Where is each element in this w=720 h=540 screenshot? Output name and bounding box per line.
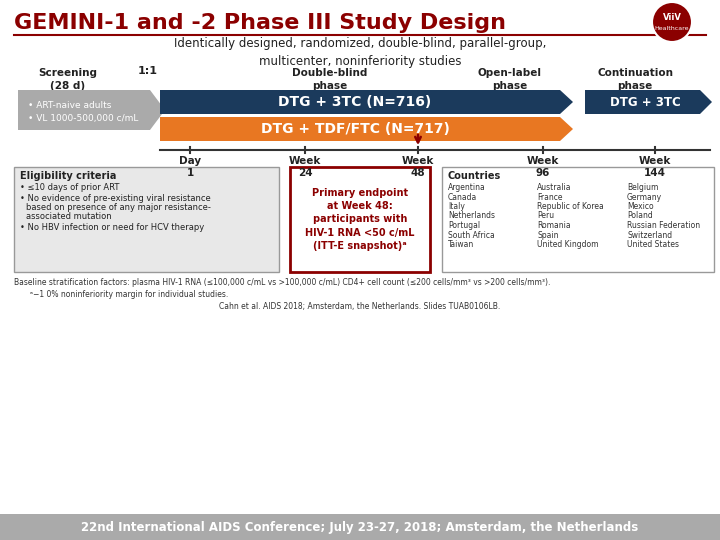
Text: DTG + 3TC (N=716): DTG + 3TC (N=716) — [279, 95, 431, 109]
Text: Open-label
phase: Open-label phase — [478, 68, 542, 91]
Text: Week
48: Week 48 — [402, 156, 434, 178]
Text: 22nd International AIDS Conference; July 23-27, 2018; Amsterdam, the Netherlands: 22nd International AIDS Conference; July… — [81, 521, 639, 534]
Text: Eligibility criteria: Eligibility criteria — [20, 171, 117, 181]
Text: Mexico: Mexico — [627, 202, 654, 211]
Text: Poland: Poland — [627, 212, 653, 220]
Text: Day
1: Day 1 — [179, 156, 201, 178]
FancyBboxPatch shape — [14, 167, 279, 272]
Text: DTG + TDF/FTC (N=717): DTG + TDF/FTC (N=717) — [261, 122, 449, 136]
Text: Russian Federation: Russian Federation — [627, 221, 700, 230]
Text: Argentina: Argentina — [448, 183, 486, 192]
Text: Spain: Spain — [537, 231, 559, 240]
Text: Portugal: Portugal — [448, 221, 480, 230]
Text: • VL 1000-500,000 c/mL: • VL 1000-500,000 c/mL — [28, 113, 138, 123]
Text: Primary endpoint
at Week 48:
participants with
HIV-1 RNA <50 c/mL
(ITT-E snapsho: Primary endpoint at Week 48: participant… — [305, 188, 415, 251]
Text: Republic of Korea: Republic of Korea — [537, 202, 604, 211]
Text: associated mutation: associated mutation — [26, 212, 112, 221]
Text: • ≤10 days of prior ART: • ≤10 days of prior ART — [20, 183, 120, 192]
Text: 1:1: 1:1 — [138, 66, 158, 76]
Text: ViiV: ViiV — [662, 14, 681, 23]
Text: Healthcare: Healthcare — [654, 25, 689, 30]
Text: • ART-naive adults: • ART-naive adults — [28, 100, 112, 110]
Text: • No HBV infection or need for HCV therapy: • No HBV infection or need for HCV thera… — [20, 223, 204, 232]
Text: Screening
(28 d): Screening (28 d) — [38, 68, 97, 91]
Polygon shape — [18, 90, 165, 130]
Text: Taiwan: Taiwan — [448, 240, 474, 249]
Text: Baseline stratification factors: plasma HIV-1 RNA (≤100,000 c/mL vs >100,000 c/m: Baseline stratification factors: plasma … — [14, 278, 550, 287]
Text: Romania: Romania — [537, 221, 571, 230]
Text: ᵃ−1 0% noninferiority margin for individual studies.: ᵃ−1 0% noninferiority margin for individ… — [30, 290, 228, 299]
FancyBboxPatch shape — [442, 167, 714, 272]
Text: Week
144: Week 144 — [639, 156, 671, 178]
Text: Switzerland: Switzerland — [627, 231, 672, 240]
Text: • No evidence of pre-existing viral resistance: • No evidence of pre-existing viral resi… — [20, 194, 211, 203]
Text: Continuation
phase: Continuation phase — [597, 68, 673, 91]
Text: based on presence of any major resistance-: based on presence of any major resistanc… — [26, 203, 211, 212]
Text: Identically designed, randomized, double-blind, parallel-group,
multicenter, non: Identically designed, randomized, double… — [174, 37, 546, 68]
FancyBboxPatch shape — [290, 167, 430, 272]
Text: Week
24: Week 24 — [289, 156, 321, 178]
Polygon shape — [585, 90, 712, 114]
Text: Double-blind
phase: Double-blind phase — [292, 68, 368, 91]
Text: France: France — [537, 192, 562, 201]
Text: Countries: Countries — [448, 171, 501, 181]
Text: Peru: Peru — [537, 212, 554, 220]
Text: Belgium: Belgium — [627, 183, 658, 192]
Text: Week
96: Week 96 — [527, 156, 559, 178]
Text: United Kingdom: United Kingdom — [537, 240, 598, 249]
Text: Cahn et al. AIDS 2018; Amsterdam, the Netherlands. Slides TUAB0106LB.: Cahn et al. AIDS 2018; Amsterdam, the Ne… — [219, 302, 500, 311]
Text: Netherlands: Netherlands — [448, 212, 495, 220]
Polygon shape — [160, 117, 573, 141]
Bar — [0, 514, 720, 540]
Polygon shape — [160, 90, 573, 114]
Text: Canada: Canada — [448, 192, 477, 201]
Text: GEMINI-1 and -2 Phase III Study Design: GEMINI-1 and -2 Phase III Study Design — [14, 13, 506, 33]
Text: South Africa: South Africa — [448, 231, 495, 240]
Text: Italy: Italy — [448, 202, 465, 211]
Text: United States: United States — [627, 240, 679, 249]
Circle shape — [652, 2, 692, 42]
Text: Germany: Germany — [627, 192, 662, 201]
Text: DTG + 3TC: DTG + 3TC — [610, 96, 680, 109]
Text: Australia: Australia — [537, 183, 572, 192]
